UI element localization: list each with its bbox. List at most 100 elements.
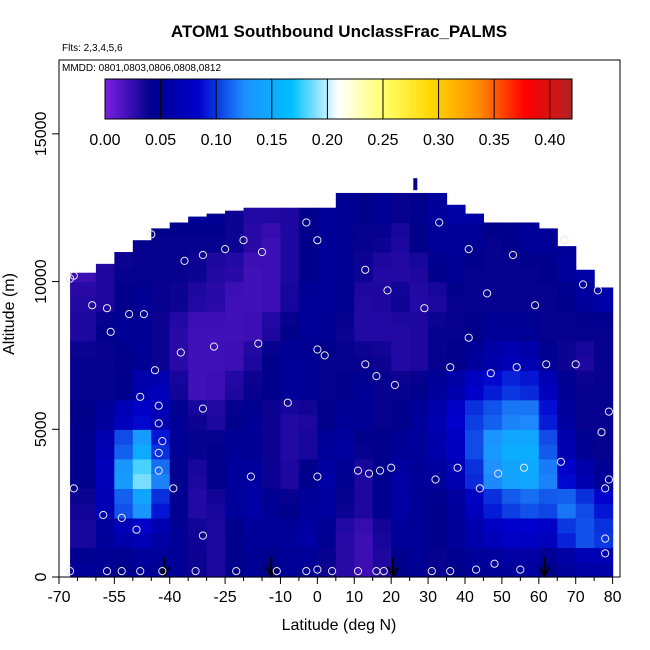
heatmap-cell — [206, 311, 226, 327]
heatmap-cell — [335, 384, 355, 401]
heatmap-cell — [335, 296, 355, 312]
heatmap-cell — [483, 547, 503, 563]
heatmap-cell — [391, 355, 411, 371]
heatmap-cell — [95, 562, 115, 578]
heatmap-cell — [225, 340, 245, 357]
heatmap-cell — [206, 547, 226, 563]
observation-point — [383, 286, 392, 295]
observation-point — [372, 372, 381, 381]
heatmap-cell — [132, 281, 152, 297]
observation-point — [361, 360, 370, 369]
heatmap-cell — [464, 370, 485, 386]
heatmap-cell — [483, 311, 503, 327]
heatmap-cell — [243, 547, 263, 563]
observation-point — [313, 345, 322, 354]
heatmap-cell — [335, 399, 355, 416]
heatmap-cell — [446, 340, 466, 357]
heatmap-cell — [520, 444, 540, 460]
x-tick-label: 50 — [493, 589, 511, 606]
heatmap-cell — [501, 414, 521, 430]
heatmap-cell — [520, 399, 540, 416]
heatmap-cell — [575, 429, 595, 445]
heatmap-cell — [261, 266, 282, 283]
observation-point — [246, 472, 255, 481]
heatmap-cell — [575, 355, 595, 371]
heatmap-cell — [391, 458, 411, 475]
heatmap-cell — [391, 192, 411, 209]
heatmap-cell — [225, 311, 245, 327]
heatmap-cell — [594, 325, 614, 342]
heatmap-cell — [354, 562, 374, 578]
heatmap-cell — [261, 237, 282, 253]
heatmap-cell — [280, 340, 300, 357]
heatmap-cell — [446, 222, 466, 238]
observation-points — [66, 218, 614, 576]
heatmap-cell — [261, 340, 282, 357]
colorbar-tick-label: 0.10 — [201, 132, 232, 149]
heatmap-cell — [261, 473, 282, 489]
heatmap-cell — [261, 355, 282, 371]
colorbar-tick-label: 0.00 — [89, 132, 120, 149]
heatmap-cell — [132, 414, 152, 430]
heatmap-cell — [243, 488, 263, 504]
heatmap-cell — [446, 252, 466, 268]
observation-point — [376, 466, 385, 475]
heatmap-cell — [188, 503, 208, 519]
heatmap-cell — [132, 355, 152, 371]
heatmap-cell — [501, 399, 521, 416]
heatmap-cell — [335, 237, 355, 253]
heatmap-cell — [298, 384, 318, 401]
heatmap-cell — [446, 311, 466, 327]
heatmap-cell — [391, 532, 411, 549]
heatmap-cell — [261, 311, 282, 327]
heatmap-cell — [114, 458, 134, 475]
heatmap-cell — [298, 340, 318, 357]
heatmap-cell — [70, 517, 97, 534]
heatmap-cell — [557, 458, 577, 475]
heatmap-cell — [280, 355, 300, 371]
heatmap-cell — [243, 355, 263, 371]
heatmap-cell — [317, 222, 337, 238]
heatmap-cell — [206, 355, 226, 371]
heatmap-cell — [409, 370, 429, 386]
heatmap-cell — [225, 517, 245, 534]
heatmap-cell — [151, 458, 171, 475]
heatmap-cell — [575, 473, 595, 489]
heatmap-cell — [575, 562, 595, 578]
heatmap-cell — [317, 281, 337, 297]
observation-point — [571, 360, 580, 369]
heatmap-cell — [188, 370, 208, 386]
heatmap-cell — [261, 325, 282, 342]
heatmap-cell — [280, 311, 300, 327]
heatmap-cell — [169, 562, 189, 578]
heatmap-cell — [354, 281, 374, 297]
x-tick-label: -10 — [269, 589, 292, 606]
heatmap-cell — [151, 266, 171, 283]
heatmap-cell — [243, 429, 263, 445]
heatmap-cell — [372, 355, 392, 371]
heatmap-cell — [70, 384, 97, 401]
colorbar-tick-label: 0.40 — [534, 132, 565, 149]
heatmap-cell — [391, 281, 411, 297]
heatmap-cell — [169, 266, 189, 283]
observation-point — [556, 457, 566, 466]
heatmap-cell — [464, 562, 485, 578]
heatmap-cell — [70, 340, 97, 357]
heatmap-cell — [464, 355, 485, 371]
heatmap-cell — [557, 517, 577, 534]
flight-arrow-head — [538, 566, 551, 579]
heatmap-cell — [409, 503, 429, 519]
heatmap-cell — [151, 473, 171, 489]
heatmap-cell — [354, 384, 374, 401]
heatmap-cell — [132, 325, 152, 342]
heatmap-cell — [317, 399, 337, 416]
heatmap-cell — [132, 458, 152, 475]
heatmap-cell — [70, 429, 97, 445]
heatmap-cell — [298, 207, 318, 224]
heatmap-cell — [317, 237, 337, 253]
observation-point — [198, 404, 207, 413]
heatmap-cell — [114, 547, 134, 563]
observation-point — [302, 218, 311, 227]
observation-point — [531, 301, 540, 310]
heatmap-cell — [335, 488, 355, 504]
